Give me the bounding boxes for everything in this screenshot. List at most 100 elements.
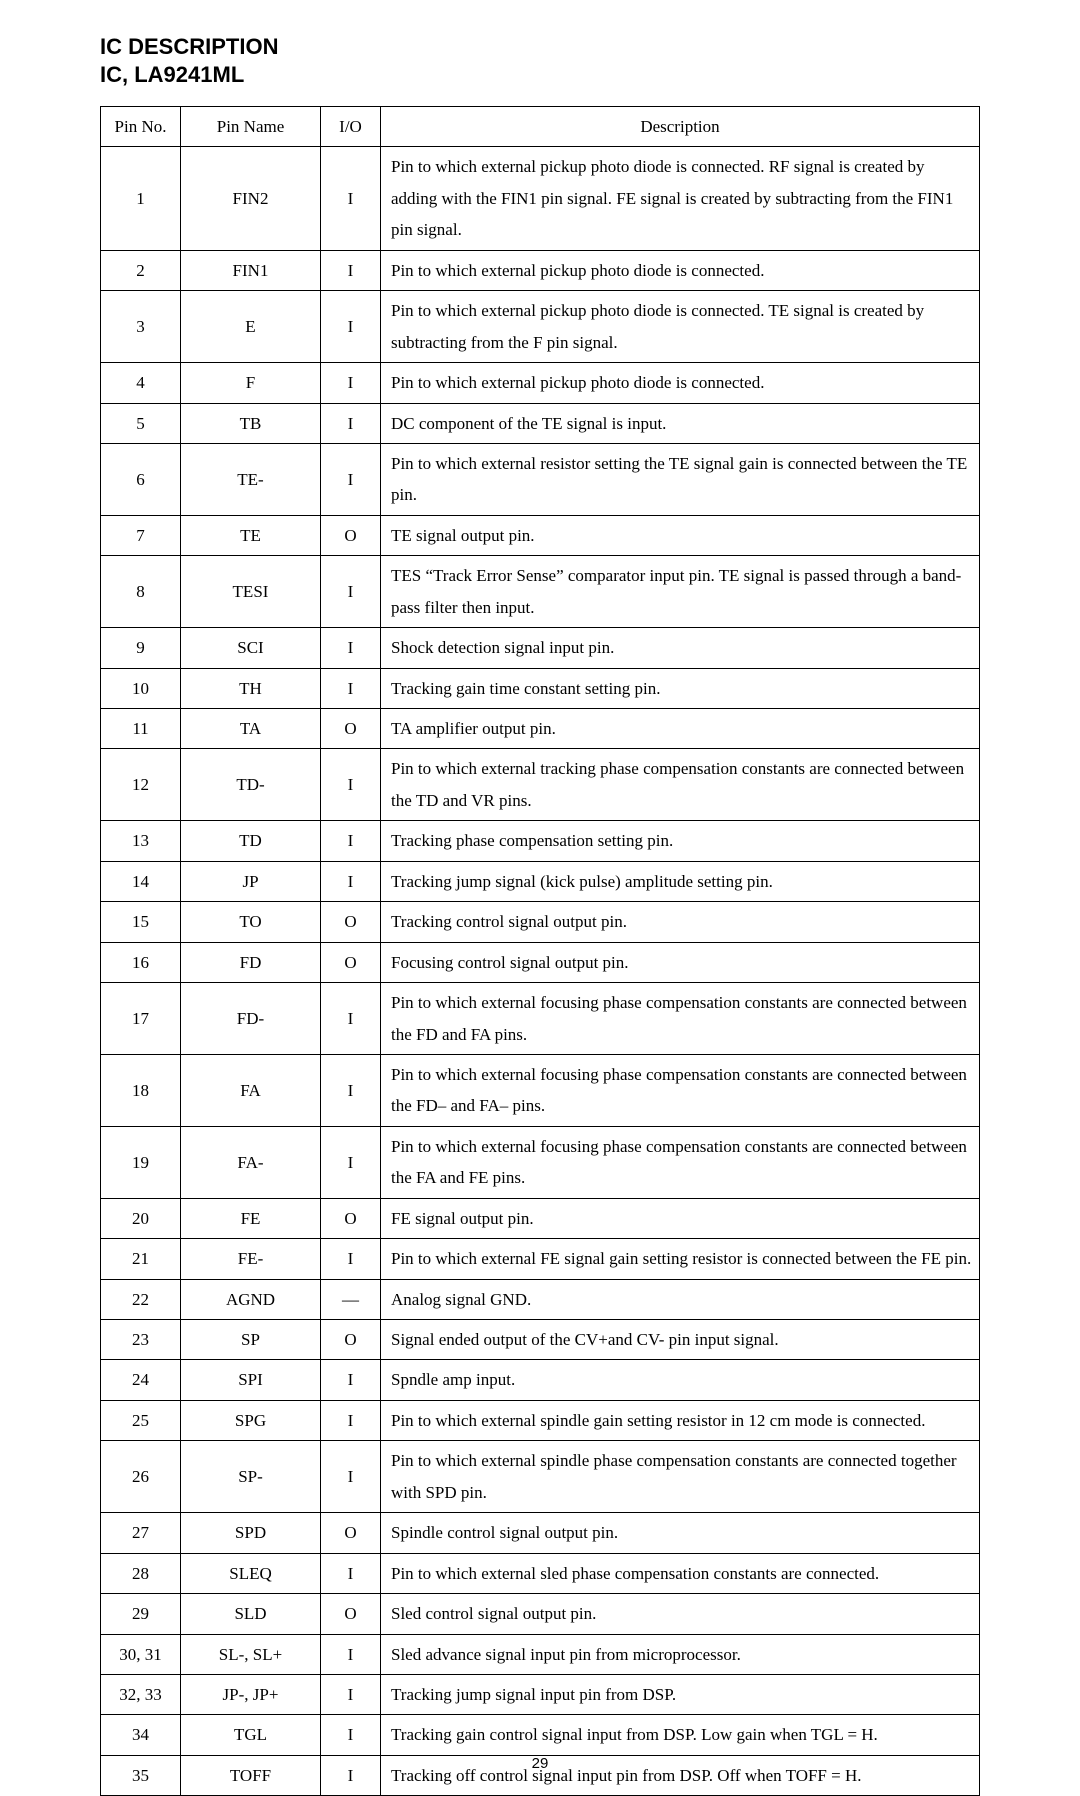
cell-description: Tracking gain time constant setting pin. xyxy=(381,668,980,708)
cell-pin-name: FIN1 xyxy=(181,250,321,290)
table-row: 10THITracking gain time constant setting… xyxy=(101,668,980,708)
cell-description: Pin to which external tracking phase com… xyxy=(381,749,980,821)
cell-pin-name: SL-, SL+ xyxy=(181,1634,321,1674)
cell-io: I xyxy=(321,443,381,515)
cell-pin-name: SP xyxy=(181,1320,321,1360)
cell-pin-name: FA xyxy=(181,1054,321,1126)
cell-description: Pin to which external FE signal gain set… xyxy=(381,1239,980,1279)
cell-io: O xyxy=(321,1198,381,1238)
cell-description: Pin to which external focusing phase com… xyxy=(381,1054,980,1126)
cell-pin-no: 25 xyxy=(101,1400,181,1440)
cell-io: I xyxy=(321,1054,381,1126)
table-header-row: Pin No. Pin Name I/O Description xyxy=(101,107,980,147)
cell-io: I xyxy=(321,250,381,290)
cell-pin-no: 17 xyxy=(101,983,181,1055)
cell-pin-no: 23 xyxy=(101,1320,181,1360)
table-row: 16FDOFocusing control signal output pin. xyxy=(101,942,980,982)
cell-pin-no: 21 xyxy=(101,1239,181,1279)
cell-description: Signal ended output of the CV+and CV- pi… xyxy=(381,1320,980,1360)
cell-pin-name: TB xyxy=(181,403,321,443)
cell-pin-name: SCI xyxy=(181,628,321,668)
cell-pin-name: SPD xyxy=(181,1513,321,1553)
cell-pin-no: 22 xyxy=(101,1279,181,1319)
cell-pin-name: SP- xyxy=(181,1441,321,1513)
cell-io: O xyxy=(321,902,381,942)
cell-pin-no: 24 xyxy=(101,1360,181,1400)
page-number: 29 xyxy=(0,1755,1080,1772)
table-row: 21FE-IPin to which external FE signal ga… xyxy=(101,1239,980,1279)
table-row: 14JPITracking jump signal (kick pulse) a… xyxy=(101,861,980,901)
cell-io: I xyxy=(321,983,381,1055)
table-row: 28SLEQIPin to which external sled phase … xyxy=(101,1553,980,1593)
cell-description: Pin to which external pickup photo diode… xyxy=(381,291,980,363)
cell-pin-no: 10 xyxy=(101,668,181,708)
cell-pin-name: TD xyxy=(181,821,321,861)
cell-io: I xyxy=(321,861,381,901)
cell-pin-no: 32, 33 xyxy=(101,1674,181,1714)
table-row: 25SPGIPin to which external spindle gain… xyxy=(101,1400,980,1440)
cell-pin-no: 6 xyxy=(101,443,181,515)
cell-io: I xyxy=(321,1674,381,1714)
table-row: 1FIN2IPin to which external pickup photo… xyxy=(101,147,980,250)
cell-io: I xyxy=(321,403,381,443)
cell-io: I xyxy=(321,1441,381,1513)
cell-pin-no: 5 xyxy=(101,403,181,443)
cell-pin-name: TGL xyxy=(181,1715,321,1755)
cell-description: Tracking jump signal input pin from DSP. xyxy=(381,1674,980,1714)
cell-pin-name: SLEQ xyxy=(181,1553,321,1593)
cell-io: I xyxy=(321,1126,381,1198)
table-row: 22AGND—Analog signal GND. xyxy=(101,1279,980,1319)
cell-pin-name: AGND xyxy=(181,1279,321,1319)
table-row: 2FIN1IPin to which external pickup photo… xyxy=(101,250,980,290)
table-row: 20FEOFE signal output pin. xyxy=(101,1198,980,1238)
cell-description: Focusing control signal output pin. xyxy=(381,942,980,982)
cell-io: I xyxy=(321,1553,381,1593)
cell-pin-no: 9 xyxy=(101,628,181,668)
table-row: 12TD-IPin to which external tracking pha… xyxy=(101,749,980,821)
cell-pin-no: 11 xyxy=(101,709,181,749)
col-header-pin-name: Pin Name xyxy=(181,107,321,147)
cell-pin-no: 30, 31 xyxy=(101,1634,181,1674)
cell-description: Pin to which external spindle gain setti… xyxy=(381,1400,980,1440)
table-row: 18FAIPin to which external focusing phas… xyxy=(101,1054,980,1126)
cell-description: Tracking phase compensation setting pin. xyxy=(381,821,980,861)
cell-pin-name: TA xyxy=(181,709,321,749)
cell-pin-no: 13 xyxy=(101,821,181,861)
cell-pin-name: TESI xyxy=(181,556,321,628)
cell-pin-no: 34 xyxy=(101,1715,181,1755)
cell-io: I xyxy=(321,628,381,668)
table-row: 9SCIIShock detection signal input pin. xyxy=(101,628,980,668)
cell-pin-name: E xyxy=(181,291,321,363)
cell-io: I xyxy=(321,1634,381,1674)
cell-pin-no: 20 xyxy=(101,1198,181,1238)
cell-io: I xyxy=(321,1239,381,1279)
cell-description: Pin to which external resistor setting t… xyxy=(381,443,980,515)
table-row: 5TBIDC component of the TE signal is inp… xyxy=(101,403,980,443)
cell-pin-name: TD- xyxy=(181,749,321,821)
cell-pin-name: FA- xyxy=(181,1126,321,1198)
cell-pin-no: 18 xyxy=(101,1054,181,1126)
cell-io: I xyxy=(321,1715,381,1755)
table-row: 24SPIISpndle amp input. xyxy=(101,1360,980,1400)
cell-io: O xyxy=(321,709,381,749)
cell-pin-no: 28 xyxy=(101,1553,181,1593)
cell-io: I xyxy=(321,1360,381,1400)
table-row: 15TOOTracking control signal output pin. xyxy=(101,902,980,942)
table-row: 17FD-IPin to which external focusing pha… xyxy=(101,983,980,1055)
cell-description: TA amplifier output pin. xyxy=(381,709,980,749)
cell-pin-name: TO xyxy=(181,902,321,942)
cell-io: O xyxy=(321,942,381,982)
cell-description: Sled advance signal input pin from micro… xyxy=(381,1634,980,1674)
cell-description: Tracking gain control signal input from … xyxy=(381,1715,980,1755)
table-row: 8TESIITES “Track Error Sense” comparator… xyxy=(101,556,980,628)
cell-pin-name: FD- xyxy=(181,983,321,1055)
cell-io: I xyxy=(321,821,381,861)
cell-description: Spndle amp input. xyxy=(381,1360,980,1400)
cell-description: Tracking control signal output pin. xyxy=(381,902,980,942)
col-header-pin-no: Pin No. xyxy=(101,107,181,147)
page-container: IC DESCRIPTION IC, LA9241ML Pin No. Pin … xyxy=(0,0,1080,1796)
table-row: 30, 31SL-, SL+ISled advance signal input… xyxy=(101,1634,980,1674)
cell-io: I xyxy=(321,291,381,363)
table-row: 3EIPin to which external pickup photo di… xyxy=(101,291,980,363)
cell-pin-name: FE- xyxy=(181,1239,321,1279)
